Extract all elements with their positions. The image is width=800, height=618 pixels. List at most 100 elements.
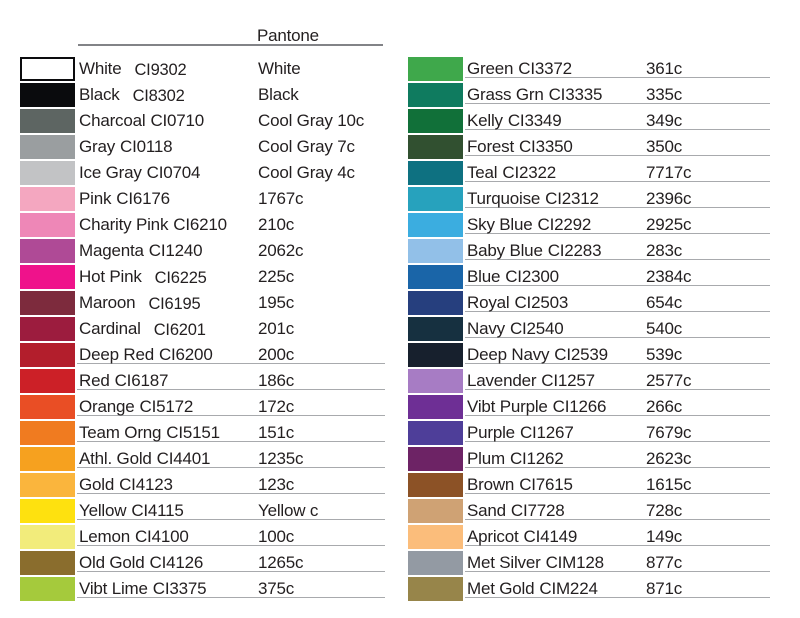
color-code: CIM224: [539, 579, 598, 598]
color-label: Ice Gray CI0704: [79, 161, 200, 185]
color-swatch: [408, 161, 463, 185]
color-code: CI1240: [148, 241, 203, 260]
color-row: Kelly CI3349 349c: [408, 109, 770, 135]
color-label: Green CI3372: [467, 57, 572, 81]
color-row: Apricot CI4149 149c: [408, 525, 770, 551]
color-name: Teal: [467, 163, 498, 182]
color-name: Navy: [467, 319, 505, 338]
color-swatch: [20, 551, 75, 575]
color-label: Royal CI2503: [467, 291, 568, 315]
color-row: Maroon CI6195 195c: [20, 291, 385, 317]
color-row: Grass Grn CI3335 335c: [408, 83, 770, 109]
color-name: Lemon: [79, 527, 130, 546]
color-row: Navy CI2540 540c: [408, 317, 770, 343]
pantone-value: 186c: [258, 371, 295, 390]
color-swatch: [20, 369, 75, 393]
color-swatch: [408, 109, 463, 133]
color-swatch: [408, 343, 463, 367]
color-code: CIM128: [545, 553, 605, 572]
color-label: Red CI6187: [79, 369, 168, 393]
color-code: CI6176: [116, 189, 170, 208]
color-row: Forest CI3350 350c: [408, 135, 770, 161]
color-code: CI3372: [518, 59, 572, 78]
row-underline: [77, 597, 385, 598]
color-label: Magenta CI1240: [79, 239, 203, 263]
color-name: Met Silver: [467, 553, 541, 572]
color-swatch: [20, 161, 75, 185]
color-name: Charcoal: [79, 111, 146, 130]
color-row: Deep Navy CI2539 539c: [408, 343, 770, 369]
pantone-column-header: Pantone: [257, 26, 319, 45]
row-underline: [77, 519, 385, 520]
pantone-value: Cool Gray 7c: [258, 137, 355, 156]
row-underline: [465, 285, 770, 286]
color-code: CI6187: [114, 371, 169, 390]
color-name: Old Gold: [79, 553, 145, 572]
color-label: Forest CI3350: [467, 135, 573, 159]
color-row: Turquoise CI2312 2396c: [408, 187, 770, 213]
pantone-value: 210c: [258, 215, 295, 234]
color-name: Maroon: [79, 293, 136, 312]
row-underline: [465, 233, 770, 234]
row-underline: [465, 311, 770, 312]
row-underline: [465, 415, 770, 416]
pantone-value: 871c: [646, 579, 683, 598]
color-row: Vibt Lime CI3375 375c: [20, 577, 385, 603]
row-underline: [465, 155, 770, 156]
color-code: CI3350: [518, 137, 573, 156]
color-swatch: [408, 135, 463, 159]
color-row: Green CI3372 361c: [408, 57, 770, 83]
color-code: CI6210: [173, 215, 227, 234]
color-label: Blue CI2300: [467, 265, 559, 289]
pantone-value: 266c: [646, 397, 683, 416]
color-label: Maroon CI6195: [79, 291, 201, 315]
color-label: Yellow CI4115: [79, 499, 184, 523]
color-label: Grass Grn CI3335: [467, 83, 602, 107]
color-row: Ice Gray CI0704 Cool Gray 4c: [20, 161, 385, 187]
color-label: Team Orng CI5151: [79, 421, 220, 445]
color-row: Athl. Gold CI4401 1235c: [20, 447, 385, 473]
color-swatch: [408, 57, 463, 81]
color-name: Green: [467, 59, 514, 78]
color-code: CI2503: [514, 293, 569, 312]
color-row: Black CI8302 Black: [20, 83, 385, 109]
color-code: CI6225: [154, 269, 207, 287]
pantone-value: 335c: [646, 85, 683, 104]
color-name: Yellow: [79, 501, 127, 520]
color-row: Cardinal CI6201 201c: [20, 317, 385, 343]
color-name: Grass Grn: [467, 85, 544, 104]
color-row: Baby Blue CI2283 283c: [408, 239, 770, 265]
color-row: Lavender CI1257 2577c: [408, 369, 770, 395]
color-label: Gray CI0118: [79, 135, 173, 159]
color-row: Charity Pink CI6210 210c: [20, 213, 385, 239]
color-name: Red: [79, 371, 110, 390]
color-swatch: [20, 317, 75, 341]
pantone-value: Yellow c: [258, 501, 319, 520]
row-underline: [465, 207, 770, 208]
color-swatch: [20, 525, 75, 549]
color-swatch: [408, 187, 463, 211]
color-swatch: [408, 421, 463, 445]
color-name: Purple: [467, 423, 515, 442]
color-name: Sky Blue: [467, 215, 533, 234]
row-underline: [77, 415, 385, 416]
pantone-value: 1767c: [258, 189, 304, 208]
pantone-value: 2062c: [258, 241, 304, 260]
color-row: Gold CI4123 123c: [20, 473, 385, 499]
row-underline: [465, 363, 770, 364]
pantone-value: 123c: [258, 475, 295, 494]
color-label: Navy CI2540: [467, 317, 564, 341]
color-column-left: White CI9302 White Black CI8302 Black Charcoal…: [20, 57, 385, 603]
color-row: Pink CI6176 1767c: [20, 187, 385, 213]
row-underline: [465, 597, 770, 598]
color-label: Kelly CI3349: [467, 109, 562, 133]
color-swatch: [408, 551, 463, 575]
color-label: Deep Navy CI2539: [467, 343, 608, 367]
pantone-value: 149c: [646, 527, 683, 546]
row-underline: [465, 519, 770, 520]
color-swatch: [20, 83, 75, 107]
row-underline: [77, 363, 385, 364]
color-name: Turquoise: [467, 189, 541, 208]
color-code: CI3349: [507, 111, 562, 130]
color-code: CI1266: [552, 397, 607, 416]
